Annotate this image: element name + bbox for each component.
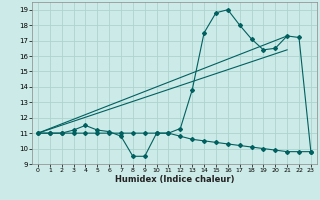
X-axis label: Humidex (Indice chaleur): Humidex (Indice chaleur) xyxy=(115,175,234,184)
